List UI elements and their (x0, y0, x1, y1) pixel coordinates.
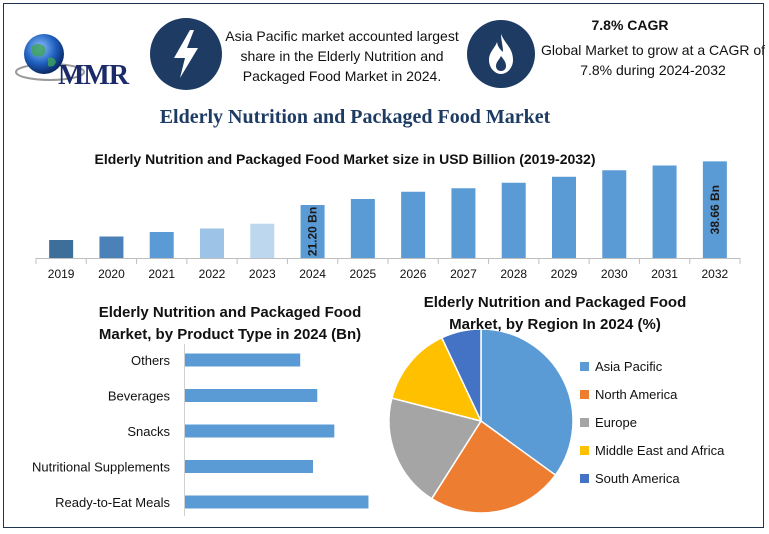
flame-icon (467, 20, 535, 88)
bar-2031 (652, 165, 677, 258)
hbar-label-others: Others (131, 353, 171, 368)
hbar-ready-to-eat-meals (185, 495, 369, 509)
x-tick-label-2031: 2031 (651, 267, 678, 281)
pie-slice-middle-east-and-africa (390, 336, 483, 423)
hbar-nutritional-supplements (185, 460, 313, 473)
product-type-chart-title-line-1: Elderly Nutrition and Packaged Food (98, 304, 362, 321)
bar-2021 (149, 232, 174, 258)
legend-item: Europe (580, 408, 724, 436)
logo-text: MMR (58, 60, 129, 91)
hbar-others (185, 353, 301, 367)
bar-2023 (250, 223, 275, 258)
x-tick-label-2028: 2028 (500, 267, 527, 281)
legend-label: South America (595, 470, 680, 486)
region-chart-title-line-1: Elderly Nutrition and Packaged Food (423, 294, 687, 311)
data-label-2032: 38.66 Bn (708, 185, 722, 234)
bar-2027 (451, 188, 476, 258)
pie-slice-asia-pacific (480, 328, 574, 477)
legend-swatch (580, 417, 589, 427)
hbar-beverages (185, 389, 318, 402)
legend-item: Middle East and Africa (580, 436, 724, 464)
bar-2029 (552, 176, 576, 258)
mmr-logo: MMR (10, 32, 140, 92)
legend-label: Asia Pacific (595, 358, 663, 374)
hbar-snacks (185, 424, 335, 438)
legend-item: South America (580, 464, 724, 492)
x-tick-label-2026: 2026 (400, 267, 427, 281)
x-tick-label-2024: 2024 (299, 267, 326, 281)
x-tick-label-2030: 2030 (601, 267, 628, 281)
legend-label: Europe (595, 414, 637, 430)
pie-slice-europe (388, 397, 483, 500)
legend-item: North America (580, 380, 724, 408)
hbar-label-beverages: Beverages (108, 389, 171, 404)
legend-swatch (580, 473, 589, 483)
pie-slice-north-america (430, 419, 557, 514)
data-label-2024: 21.20 Bn (306, 207, 320, 256)
lightning-icon (150, 18, 222, 90)
x-tick-label-2023: 2023 (249, 267, 276, 281)
globe-icon (15, 34, 85, 81)
x-tick-label-2022: 2022 (199, 267, 226, 281)
info-left-text: Asia Pacific market accounted largest sh… (225, 28, 459, 84)
bar-2032 (702, 161, 727, 258)
pie-slice-south-america (440, 328, 482, 422)
bar-2019 (49, 240, 74, 258)
bar-2024 (300, 205, 325, 258)
x-tick-label-2032: 2032 (702, 267, 729, 281)
bar-2025 (350, 199, 375, 258)
main-title: Elderly Nutrition and Packaged Food Mark… (159, 106, 551, 128)
product-type-chart-title-line-2: Market, by Product Type in 2024 (Bn) (98, 326, 362, 343)
region-legend: Asia Pacific North America Europe Middle Ea… (580, 352, 724, 492)
legend-swatch (580, 445, 589, 455)
x-tick-label-2019: 2019 (48, 267, 75, 281)
legend-swatch (580, 389, 589, 399)
x-tick-label-2025: 2025 (350, 267, 377, 281)
legend-swatch (580, 361, 589, 371)
legend-label: North America (595, 386, 678, 402)
bar-2030 (602, 170, 627, 258)
x-tick-label-2029: 2029 (551, 267, 578, 281)
hbar-label-nutritional-supplements: Nutritional Supplements (32, 460, 171, 475)
legend-label: Middle East and Africa (595, 442, 725, 458)
hbar-label-ready-to-eat-meals: Ready-to-Eat Meals (55, 495, 170, 510)
market-size-chart-title: Elderly Nutrition and Packaged Food Mark… (94, 151, 596, 167)
x-tick-label-2020: 2020 (98, 267, 125, 281)
bar-2020 (99, 236, 124, 258)
bar-2022 (200, 228, 224, 258)
bar-2026 (401, 191, 426, 258)
hbar-label-snacks: Snacks (127, 424, 170, 439)
info-right-text: Global Market to grow at a CAGR of 7.8% … (540, 42, 766, 78)
cagr-title: 7.8% CAGR (591, 17, 669, 33)
product-type-chart-title: Elderly Nutrition and Packaged Food Mark… (80, 302, 380, 346)
legend-item: Asia Pacific (580, 352, 724, 380)
region-chart-title-line-2: Market, by Region In 2024 (%) (449, 316, 661, 333)
x-tick-label-2027: 2027 (450, 267, 477, 281)
x-tick-label-2021: 2021 (148, 267, 175, 281)
bar-2028 (501, 182, 526, 258)
region-chart-title: Elderly Nutrition and Packaged Food Mark… (400, 292, 710, 336)
